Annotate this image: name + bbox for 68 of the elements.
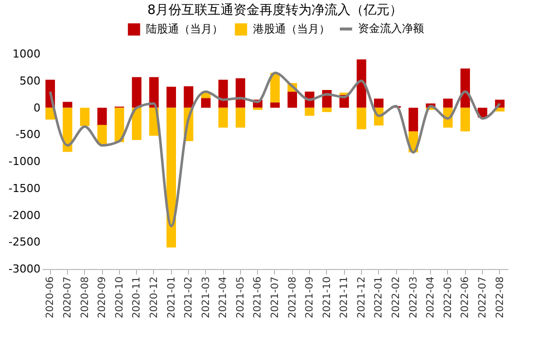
bar <box>149 77 159 108</box>
x-tick-label: 2022-07 <box>477 276 488 318</box>
x-tick-label: 2020-07 <box>62 276 74 318</box>
y-tick-label: 0 <box>34 101 40 114</box>
bar <box>114 108 124 142</box>
x-tick-label: 2021-10 <box>322 276 333 318</box>
y-tick-label: 500 <box>20 74 40 88</box>
y-tick-label: -1500 <box>8 182 40 195</box>
bar <box>304 108 314 116</box>
bar <box>270 102 280 108</box>
y-tick-label: -500 <box>16 128 40 142</box>
x-tick-label: 2020-09 <box>97 276 108 318</box>
x-tick-label: 2021-08 <box>287 276 298 318</box>
bar <box>97 108 107 125</box>
y-tick-label: -2000 <box>8 208 40 222</box>
legend-label: 港股通（当月） <box>253 22 330 36</box>
legend-label: 陆股通（当月） <box>146 22 223 36</box>
bar <box>288 92 298 108</box>
bar <box>132 108 142 140</box>
bar <box>166 108 176 248</box>
x-tick-label: 2021-07 <box>270 276 281 318</box>
bar <box>443 98 453 108</box>
bar <box>97 124 107 144</box>
x-tick-label: 2022-06 <box>460 276 472 318</box>
bar <box>460 108 470 132</box>
y-tick-label: -3000 <box>8 262 40 276</box>
x-tick-label: 2022-05 <box>442 276 454 318</box>
x-tick-label: 2020-11 <box>132 276 143 318</box>
x-tick-label: 2021-02 <box>184 276 195 318</box>
x-tick-label: 2022-03 <box>408 276 420 318</box>
bar <box>218 80 228 108</box>
x-tick-label: 2020-06 <box>45 276 56 318</box>
bar <box>218 108 228 128</box>
y-tick-label: -2500 <box>8 236 40 249</box>
x-tick-label: 2020-08 <box>80 276 91 318</box>
bar <box>356 108 366 130</box>
bar <box>80 108 90 126</box>
bar <box>408 108 418 132</box>
y-tick-label: -1000 <box>8 155 40 168</box>
line-series <box>48 72 502 228</box>
x-tick-label: 2021-09 <box>304 276 316 318</box>
x-tick-label: 2021-01 <box>166 276 178 318</box>
bar <box>62 102 72 108</box>
bar <box>374 98 384 108</box>
x-tick-label: 2022-04 <box>426 276 437 318</box>
x-tick-label: 2021-12 <box>356 276 368 318</box>
bar <box>236 108 246 128</box>
x-tick-label: 2021-04 <box>218 276 230 318</box>
bar <box>201 98 211 108</box>
bar <box>132 77 142 108</box>
bar <box>62 108 72 152</box>
x-tick-label: 2021-03 <box>200 276 212 318</box>
bar <box>322 108 332 112</box>
x-tick-label: 2022-02 <box>391 276 402 318</box>
x-tick-label: 2021-05 <box>235 276 246 318</box>
bar <box>184 86 194 108</box>
y-tick-label: 1000 <box>12 48 40 60</box>
x-tick-label: 2021-06 <box>252 276 264 318</box>
x-tick-label: 2020-10 <box>114 276 126 318</box>
bar <box>166 86 176 108</box>
x-tick-label: 2020-12 <box>148 276 160 318</box>
legend-label: 资金流入净额 <box>358 22 424 35</box>
chart-title: 8月份互联互通资金再度转为净流入（亿元） <box>147 2 403 18</box>
bar <box>270 72 280 102</box>
x-tick-label: 2022-01 <box>374 276 385 318</box>
bar <box>356 59 366 108</box>
x-tick-label: 2021-11 <box>339 276 350 318</box>
x-tick-label: 2022-08 <box>494 276 506 318</box>
